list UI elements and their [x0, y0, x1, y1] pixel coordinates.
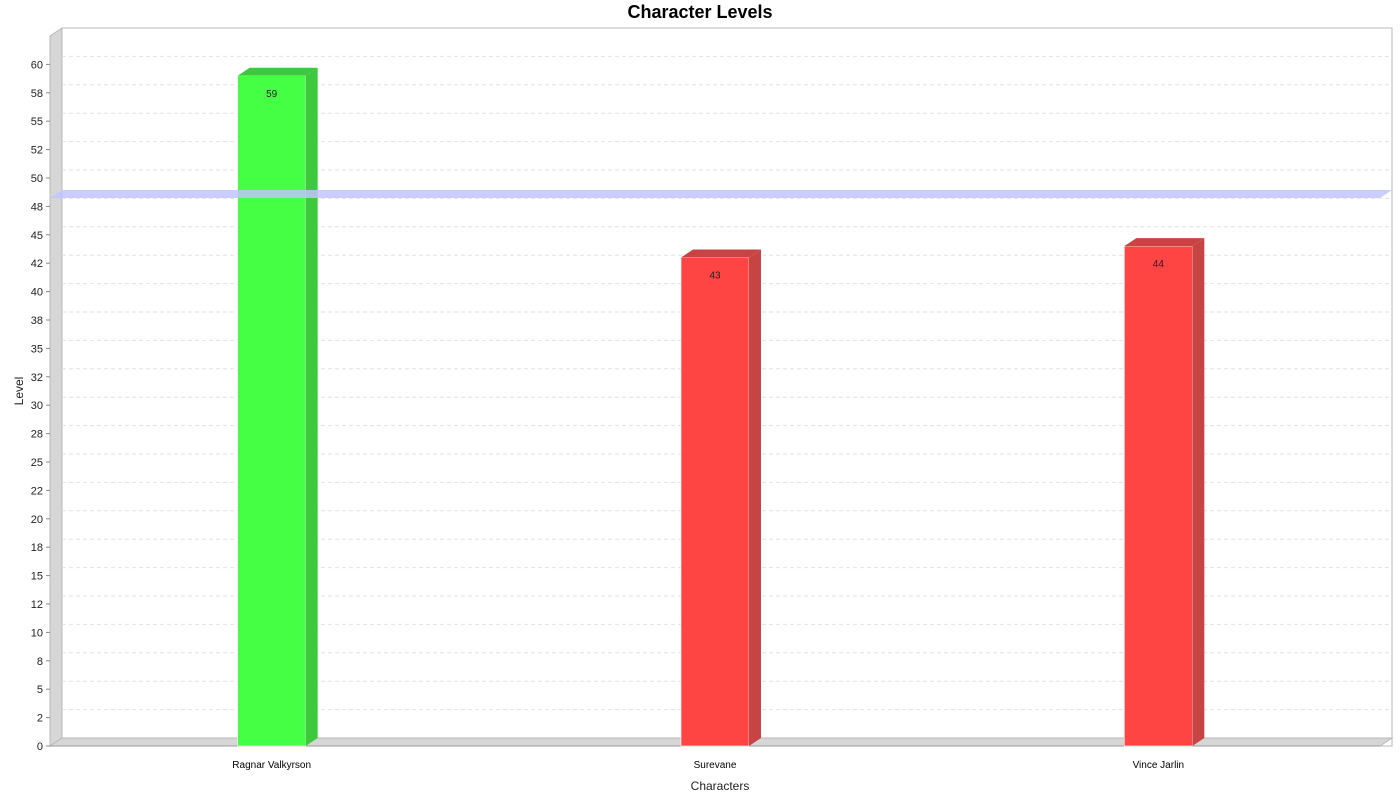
- bar: 44: [1124, 238, 1205, 747]
- bar-top: [681, 249, 761, 258]
- y-tick-label: 45: [31, 230, 43, 242]
- y-tick-label: 38: [31, 315, 43, 327]
- y-tick-label: 25: [31, 457, 43, 469]
- bar: 43: [680, 249, 761, 747]
- y-tick-label: 60: [31, 59, 43, 71]
- bar-side: [749, 249, 761, 746]
- y-tick-label: 32: [31, 372, 43, 384]
- y-tick-label: 40: [31, 287, 43, 299]
- x-axis-categories: Ragnar Valkyrson Surevane Vince Jarlin: [232, 760, 1184, 771]
- y-tick-label: 48: [31, 201, 43, 213]
- y-tick-label: 55: [31, 116, 43, 128]
- x-axis-title: Characters: [691, 779, 750, 793]
- bars: 59 43 44: [237, 67, 1205, 747]
- x-category-label: Vince Jarlin: [1133, 760, 1185, 771]
- x-category-label: Ragnar Valkyrson: [232, 760, 311, 771]
- bar: 59: [237, 67, 318, 747]
- bar-front: [680, 257, 750, 747]
- plot-left-wall: [49, 27, 63, 747]
- bar-top: [1124, 238, 1205, 247]
- y-tick-label: 5: [37, 684, 43, 696]
- x-category-label: Surevane: [694, 760, 737, 771]
- bar-side: [305, 67, 318, 746]
- y-tick-label: 8: [37, 656, 43, 668]
- y-tick-label: 10: [31, 627, 43, 639]
- y-tick-label: 20: [31, 514, 43, 526]
- y-tick-label: 18: [31, 542, 43, 554]
- y-axis-ticks: 0258101215182022252830323538404245485052…: [31, 59, 50, 753]
- y-tick-label: 0: [37, 741, 43, 753]
- y-tick-label: 22: [31, 485, 43, 497]
- y-tick-label: 35: [31, 343, 43, 355]
- bar-value-label: 43: [709, 271, 721, 282]
- reference-line: [50, 190, 1392, 199]
- y-tick-label: 12: [31, 599, 43, 611]
- y-tick-label: 52: [31, 145, 43, 157]
- bar-value-label: 59: [266, 89, 278, 100]
- bar-top: [237, 67, 318, 76]
- bar-front: [237, 75, 306, 747]
- y-tick-label: 58: [31, 88, 43, 100]
- y-tick-label: 42: [31, 258, 43, 270]
- chart-title: Character Levels: [627, 2, 773, 22]
- y-axis-title: Level: [12, 377, 26, 406]
- y-tick-label: 15: [31, 571, 43, 583]
- reference-band: [50, 190, 1392, 199]
- y-tick-label: 2: [37, 713, 43, 725]
- y-tick-label: 50: [31, 173, 43, 185]
- y-tick-label: 30: [31, 400, 43, 412]
- bar-front: [1124, 245, 1193, 747]
- y-tick-label: 28: [31, 429, 43, 441]
- bar-value-label: 44: [1153, 259, 1165, 270]
- bar-side: [1192, 238, 1205, 746]
